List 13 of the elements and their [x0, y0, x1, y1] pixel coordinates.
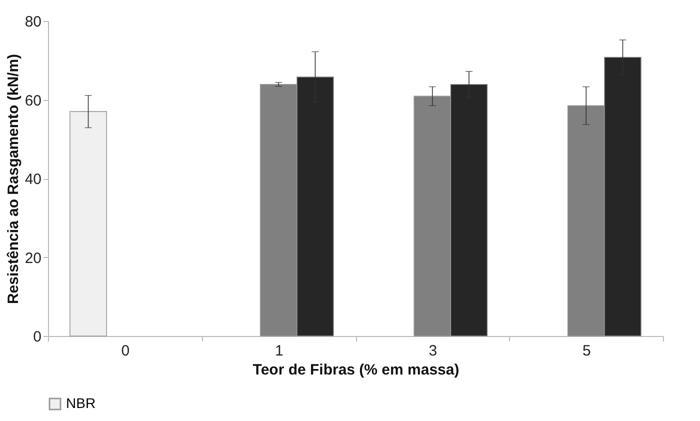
bar [70, 111, 107, 336]
x-tick-label: 5 [582, 342, 591, 360]
x-tick-label: 1 [274, 342, 284, 360]
x-tick-label: 3 [428, 342, 438, 360]
x-axis-title: Teor de Fibras (% em massa) [252, 362, 460, 378]
legend-label: NBR [66, 395, 96, 411]
y-tick-label: 20 [24, 250, 42, 267]
y-tick-label: 60 [24, 92, 42, 110]
y-tick-label: 80 [24, 14, 42, 30]
x-tick-label: 0 [121, 342, 130, 360]
y-axis-title: Resistência ao Rasgamento (kN/m) [4, 54, 22, 304]
y-tick-label: 40 [24, 171, 42, 188]
y-tick-label: 0 [33, 328, 42, 346]
